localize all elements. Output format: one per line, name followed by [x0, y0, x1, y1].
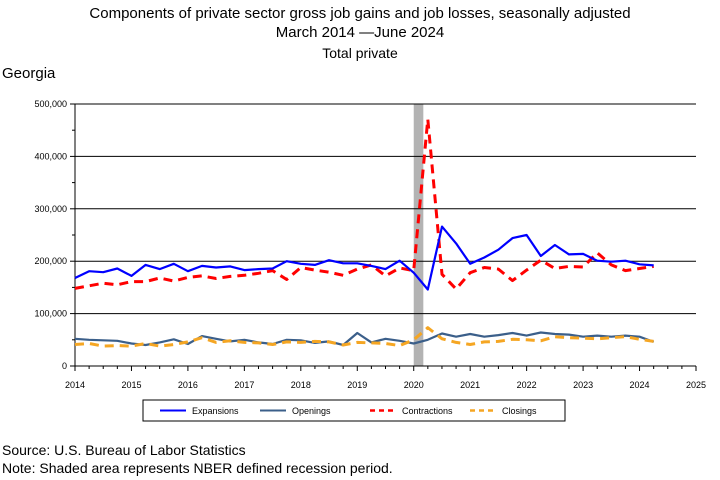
- y-tick-label: 500,000: [34, 99, 67, 109]
- series-line-expansions: [74, 225, 654, 291]
- y-tick-label: 100,000: [34, 309, 67, 319]
- legend-label-expansions: Expansions: [192, 406, 239, 416]
- legend-label-closings: Closings: [502, 406, 537, 416]
- x-tick-label: 2020: [404, 380, 424, 390]
- series-line-contractions: [74, 117, 654, 291]
- recession-note: Note: Shaded area represents NBER define…: [2, 460, 393, 476]
- recession-band-layer: [413, 104, 424, 366]
- series-layer: [74, 117, 655, 348]
- recession-band: [413, 104, 424, 366]
- legend: Expansions Openings Contractions Closings: [142, 399, 566, 422]
- x-tick-label: 2019: [347, 380, 367, 390]
- chart-subtitle: March 2014 —June 2024: [275, 24, 445, 41]
- axis-layer: 0 100,000 200,000 300,000 400,000 500,000 2014…: [34, 99, 706, 390]
- y-tick-label: 200,000: [34, 256, 67, 266]
- chart-title: Components of private sector gross job g…: [89, 5, 631, 22]
- x-tick-label: 2022: [517, 380, 537, 390]
- source-note: Source: U.S. Bureau of Labor Statistics: [2, 442, 246, 458]
- x-tick-label: 2017: [234, 380, 254, 390]
- legend-box: [142, 399, 566, 422]
- region-label: Georgia: [2, 65, 56, 82]
- y-tick-label: 400,000: [34, 151, 67, 161]
- x-tick-label: 2025: [686, 380, 706, 390]
- chart-scope-label: Total private: [322, 45, 398, 61]
- gridline-layer: [75, 103, 696, 315]
- x-tick-label: 2015: [121, 380, 141, 390]
- x-tick-label: 2023: [573, 380, 593, 390]
- legend-label-openings: Openings: [292, 406, 331, 416]
- x-tick-label: 2024: [630, 380, 650, 390]
- y-tick-label: 300,000: [34, 204, 67, 214]
- series-line-closings: [74, 326, 654, 348]
- x-tick-label: 2021: [460, 380, 480, 390]
- y-tick-label: 0: [62, 361, 67, 371]
- x-tick-label: 2016: [178, 380, 198, 390]
- x-tick-label: 2014: [65, 380, 85, 390]
- legend-label-contractions: Contractions: [402, 406, 453, 416]
- x-tick-label: 2018: [291, 380, 311, 390]
- chart-canvas: 0 100,000 200,000 300,000 400,000 500,000 2014…: [34, 99, 706, 422]
- series-line-openings: [74, 331, 655, 347]
